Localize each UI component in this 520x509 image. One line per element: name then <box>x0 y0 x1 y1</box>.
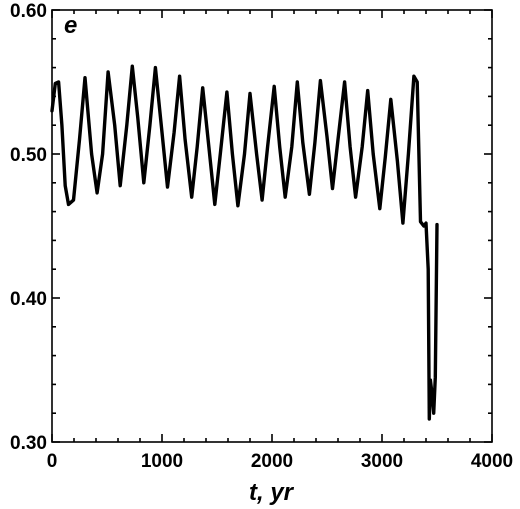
panel-label: e <box>64 12 77 39</box>
y-tick-label: 0.50 <box>10 145 47 166</box>
x-tick-label: 2000 <box>251 451 293 472</box>
y-tick-label: 0.30 <box>10 433 47 454</box>
axis-ticks <box>51 9 493 443</box>
x-axis-label: t, yr <box>249 479 295 506</box>
x-tick-label: 4000 <box>471 451 513 472</box>
x-tick-label: 3000 <box>361 451 403 472</box>
x-tick-label: 0 <box>47 451 58 472</box>
x-tick-label: 1000 <box>141 451 183 472</box>
series-line <box>50 64 439 421</box>
y-tick-label: 0.60 <box>10 1 47 22</box>
y-tick-label: 0.40 <box>10 289 47 310</box>
tick-labels: 0 1000 2000 3000 4000 0.30 0.40 0.50 0.60 <box>10 1 513 472</box>
